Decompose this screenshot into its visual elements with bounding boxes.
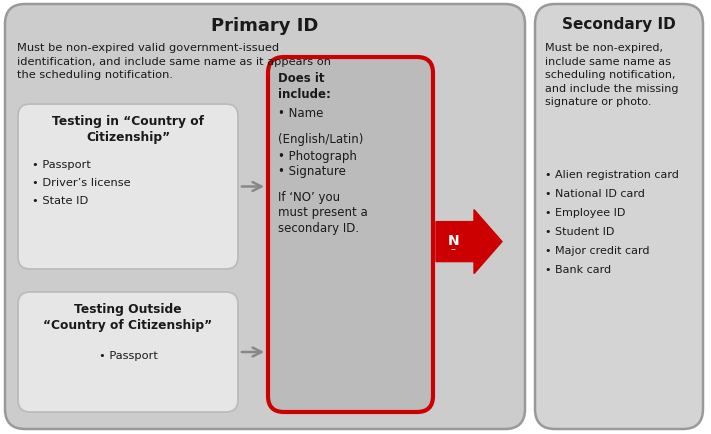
Text: If ‘NO’ you: If ‘NO’ you xyxy=(278,191,340,204)
Text: • Employee ID: • Employee ID xyxy=(545,207,626,217)
Text: N: N xyxy=(447,233,459,247)
Text: • State ID: • State ID xyxy=(32,196,88,206)
Text: • Bank card: • Bank card xyxy=(545,264,611,274)
Text: secondary ID.: secondary ID. xyxy=(278,221,359,234)
Text: • Driver’s license: • Driver’s license xyxy=(32,178,131,187)
Text: • National ID card: • National ID card xyxy=(545,188,645,198)
FancyBboxPatch shape xyxy=(18,105,238,270)
FancyBboxPatch shape xyxy=(5,5,525,429)
Text: • Name: • Name xyxy=(278,107,324,120)
Text: Testing in “Country of
Citizenship”: Testing in “Country of Citizenship” xyxy=(52,115,204,144)
Text: • Signature: • Signature xyxy=(278,165,346,178)
Text: Must be non-expired valid government-issued
identification, and include same nam: Must be non-expired valid government-iss… xyxy=(17,43,331,80)
Text: Does it: Does it xyxy=(278,72,324,85)
Text: • Passport: • Passport xyxy=(99,350,157,360)
FancyBboxPatch shape xyxy=(18,293,238,412)
FancyBboxPatch shape xyxy=(535,5,703,429)
Text: • Alien registration card: • Alien registration card xyxy=(545,170,679,180)
Text: (English/Latin): (English/Latin) xyxy=(278,132,363,145)
Text: include:: include: xyxy=(278,87,331,100)
Text: Testing Outside
“Country of Citizenship”: Testing Outside “Country of Citizenship” xyxy=(43,302,213,332)
Text: –: – xyxy=(451,243,456,253)
FancyBboxPatch shape xyxy=(268,58,433,412)
Text: • Major credit card: • Major credit card xyxy=(545,246,650,256)
Text: • Passport: • Passport xyxy=(32,160,91,170)
Text: Secondary ID: Secondary ID xyxy=(562,17,676,32)
Text: Must be non-expired,
include same name as
scheduling notification,
and include t: Must be non-expired, include same name a… xyxy=(545,43,678,107)
Text: Primary ID: Primary ID xyxy=(211,17,319,35)
Text: • Photograph: • Photograph xyxy=(278,150,357,163)
Text: must present a: must present a xyxy=(278,206,368,219)
Text: • Student ID: • Student ID xyxy=(545,227,614,237)
Polygon shape xyxy=(436,210,502,274)
